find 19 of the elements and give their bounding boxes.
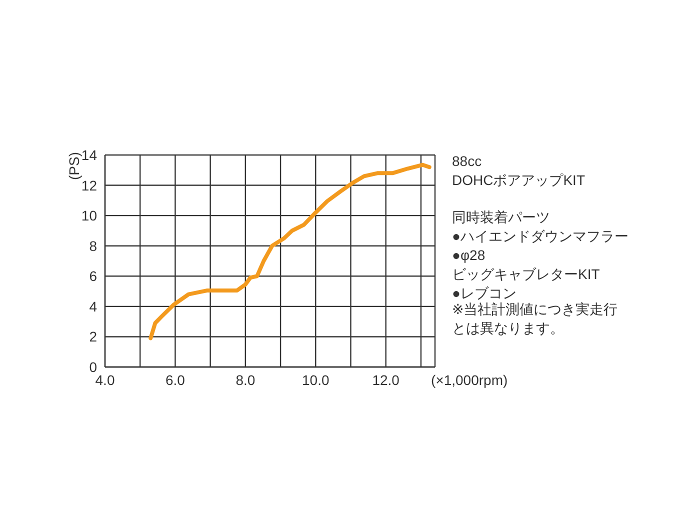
y-tick-label: 0 (89, 358, 98, 375)
y-tick-label: 2 (89, 328, 98, 345)
y-tick-label: 8 (89, 238, 98, 254)
x-tick-label: 10.0 (302, 372, 330, 388)
y-axis-title: (PS) (66, 152, 82, 180)
y-tick-label: 12 (81, 177, 98, 194)
text: 同時装着パーツ ●ハイエンドダウンマフラー ●φ28 ビッグキャブレターKIT ●レブコン (452, 208, 630, 302)
y-tick-label: 6 (89, 268, 98, 284)
x-tick-label: 8.0 (236, 372, 256, 388)
y-tick-label: 10 (81, 208, 98, 224)
y-tick-label: 4 (89, 298, 98, 314)
x-axis-title: (×1,000rpm) (431, 372, 508, 388)
x-tick-label: 12.0 (372, 372, 400, 388)
x-tick-label: 6.0 (165, 372, 186, 388)
text: ※当社計測値につき実走行とは異なります。 (452, 300, 619, 338)
y-tick-label: 14 (81, 146, 98, 163)
line-series (148, 162, 432, 340)
text: 88cc DOHCボアアップKIT (452, 152, 585, 190)
x-tick-label: 4.0 (95, 372, 115, 388)
